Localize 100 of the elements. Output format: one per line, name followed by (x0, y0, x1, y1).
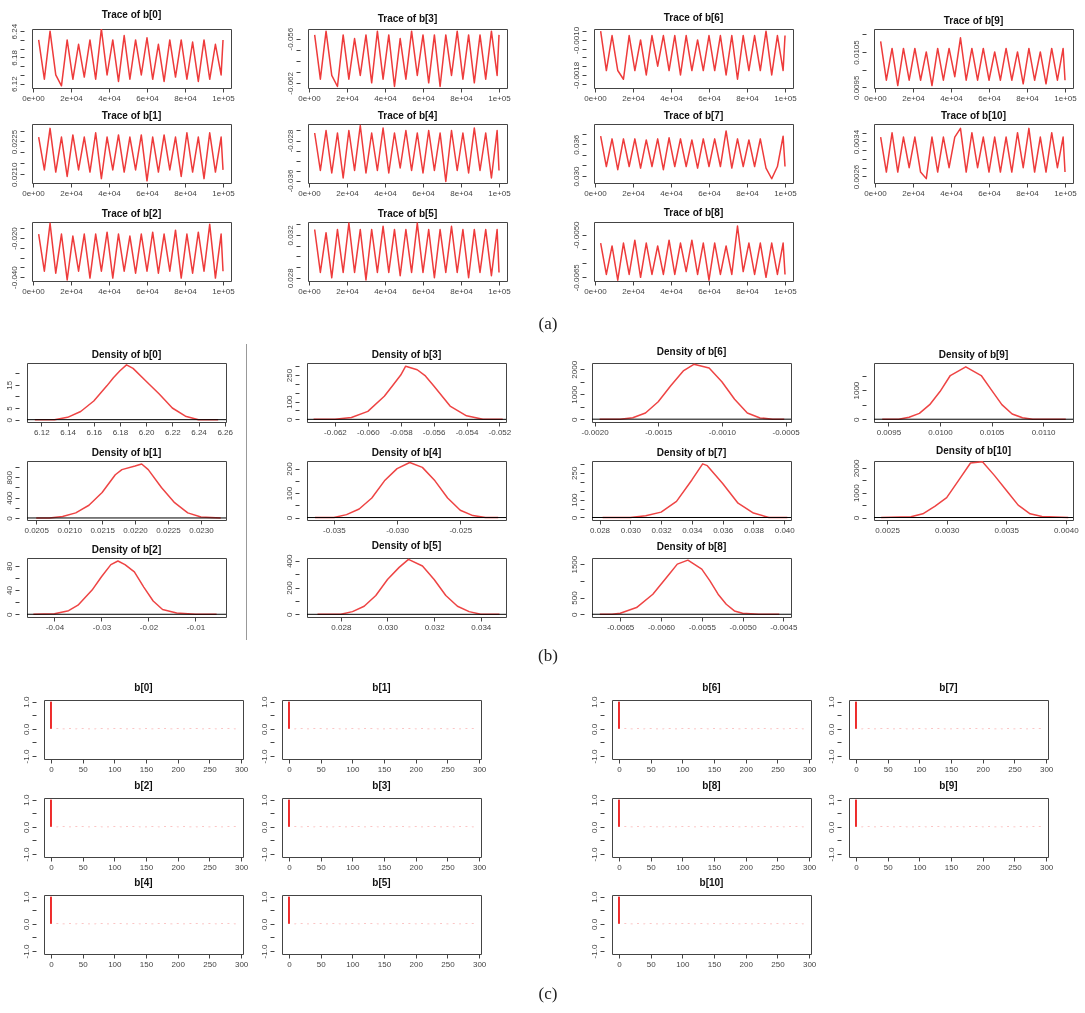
y-tick-label: -0.0010 (571, 26, 581, 54)
x-tick-label: -0.0055 (688, 622, 717, 632)
y-tick-label: 200 (284, 580, 294, 595)
x-tick-label: 2e+04 (622, 286, 646, 296)
x-tick-label: 6e+04 (136, 188, 160, 198)
x-tick-label: -0.0050 (729, 622, 758, 632)
y-tick-label: -0.028 (285, 129, 295, 153)
x-tick-label: 50 (646, 862, 657, 872)
y-tick-label: -0.056 (285, 27, 295, 51)
x-tick-label: 0.030 (377, 622, 399, 632)
x-tick-label: -0.0005 (772, 427, 801, 437)
y-tick-label: 0 (4, 612, 14, 617)
line-series (37, 127, 224, 182)
y-tick-label: 0 (569, 611, 579, 617)
x-tick-label: -0.03 (92, 622, 112, 632)
x-tick-label: 100 (346, 764, 361, 774)
y-tick-label: 0 (284, 515, 294, 521)
x-tick-label: 8e+04 (450, 93, 474, 103)
x-tick-label: 4e+04 (940, 188, 964, 198)
chart-title: Trace of b[4] (377, 110, 438, 121)
x-tick-label: 4e+04 (98, 188, 122, 198)
x-tick-label: 0.036 (713, 525, 734, 535)
y-tick-label: 400 (284, 553, 294, 568)
x-tick-label: 0e+00 (584, 286, 608, 296)
x-tick-label: 200 (739, 764, 754, 774)
x-tick-label: 8e+04 (736, 93, 760, 103)
x-tick-label: -0.062 (324, 427, 348, 437)
x-tick-label: 250 (771, 764, 786, 774)
x-tick-label: 250 (1008, 764, 1023, 774)
y-tick-label: 0 (851, 515, 861, 521)
x-tick-label: 300 (234, 764, 249, 774)
y-tick-label: -1.0 (21, 749, 31, 764)
y-tick-label: 0 (569, 416, 579, 422)
y-tick-label: 200 (284, 461, 294, 476)
y-tick-label: 0.032 (285, 224, 295, 246)
y-tick-label: 1.0 (259, 891, 269, 903)
x-tick-label: 0e+00 (864, 93, 888, 103)
x-tick-label: 150 (377, 959, 392, 969)
x-tick-label: 1e+05 (488, 93, 512, 103)
bar (617, 896, 620, 924)
y-tick-label: -1.0 (21, 944, 31, 959)
bar (617, 701, 620, 729)
x-tick-label: 300 (1039, 764, 1054, 774)
x-tick-label: 4e+04 (660, 93, 684, 103)
y-tick-label: 6.24 (9, 23, 19, 40)
line-series (599, 30, 786, 81)
x-tick-label: 0.030 (620, 525, 642, 535)
x-tick-label: -0.060 (357, 427, 381, 437)
x-tick-label: 300 (1039, 862, 1054, 872)
chart-title: Density of b[7] (656, 447, 727, 458)
bar (854, 701, 857, 729)
x-tick-label: 50 (316, 764, 327, 774)
x-tick-label: 100 (676, 764, 691, 774)
bar (287, 896, 290, 924)
x-tick-label: 0e+00 (584, 93, 608, 103)
x-tick-label: 0 (617, 764, 623, 774)
x-tick-label: 50 (646, 764, 657, 774)
x-tick-label: 0.0215 (90, 525, 116, 535)
y-tick-label: 1.0 (21, 891, 31, 903)
line-series (881, 366, 1067, 420)
x-tick-label: 200 (409, 862, 424, 872)
chart-title: Trace of b[7] (663, 110, 724, 121)
x-tick-label: 150 (707, 959, 722, 969)
y-tick-label: 800 (4, 470, 14, 485)
x-tick-label: 250 (441, 764, 456, 774)
x-tick-label: 6e+04 (698, 286, 722, 296)
x-tick-label: 0.0110 (1031, 427, 1057, 437)
chart-title: b[8] (702, 780, 721, 792)
y-tick-label: 1.0 (589, 696, 599, 708)
x-tick-label: 50 (78, 862, 89, 872)
x-tick-label: 300 (802, 862, 817, 872)
x-tick-label: -0.0015 (645, 427, 673, 437)
x-tick-label: 100 (108, 959, 123, 969)
x-tick-label: 4e+04 (374, 188, 398, 198)
chart-title: b[7] (939, 682, 958, 694)
x-tick-label: 1e+05 (774, 93, 798, 103)
x-tick-label: 0e+00 (298, 93, 322, 103)
chart-title: Trace of b[1] (101, 110, 162, 121)
x-tick-label: 0.0220 (123, 525, 149, 535)
x-tick-label: 8e+04 (736, 188, 760, 198)
x-tick-label: 8e+04 (174, 188, 198, 198)
x-tick-label: 6.20 (138, 427, 155, 437)
y-tick-label: 5 (4, 405, 14, 411)
x-tick-label: 150 (377, 764, 392, 774)
chart-title: Trace of b[6] (663, 12, 724, 24)
line-series (313, 124, 500, 183)
x-tick-label: -0.0060 (647, 622, 676, 632)
x-tick-label: 8e+04 (450, 188, 474, 198)
x-tick-label: -0.030 (386, 525, 410, 535)
x-tick-label: 4e+04 (98, 93, 122, 103)
bar (49, 799, 52, 827)
x-tick-label: 2e+04 (336, 188, 360, 198)
chart-title: b[10] (699, 877, 724, 889)
line-series (879, 127, 1066, 180)
x-tick-label: 300 (234, 862, 249, 872)
chart-title: b[6] (702, 682, 721, 694)
x-tick-label: 1e+05 (212, 188, 236, 198)
x-tick-label: 0.034 (682, 525, 703, 535)
x-tick-label: 0.0225 (156, 525, 182, 535)
bar (287, 701, 290, 729)
